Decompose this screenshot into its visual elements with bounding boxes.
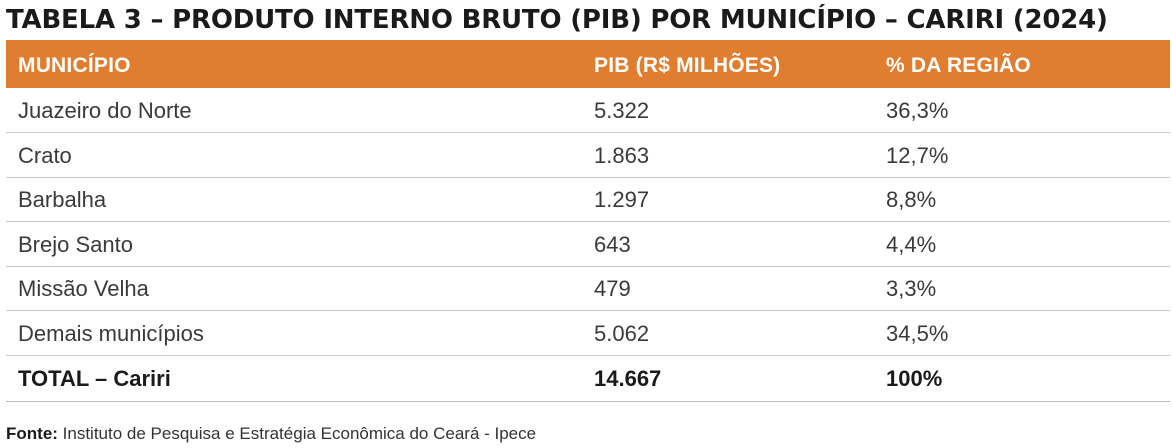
- cell-municipio: Barbalha: [18, 187, 107, 213]
- table-row: Barbalha 1.297 8,8%: [6, 177, 1170, 222]
- cell-percent: 12,7%: [886, 142, 949, 168]
- cell-pib: 5.322: [594, 98, 650, 123]
- cell-municipio: Demais municípios: [18, 320, 204, 346]
- table-row: Demais municípios 5.062 34,5%: [6, 311, 1170, 355]
- source-label: Fonte:: [6, 424, 58, 443]
- cell-percent: 4,4%: [886, 231, 937, 257]
- total-pib: 14.667: [594, 366, 662, 391]
- table-body: Juazeiro do Norte 5.322 36,3% Crato 1.86…: [6, 88, 1170, 401]
- header-municipio: MUNICÍPIO: [18, 54, 131, 77]
- table-header: MUNICÍPIO PIB (R$ MILHÕES) % DA REGIÃO: [6, 40, 1170, 88]
- total-percent: 100%: [886, 366, 943, 391]
- pib-table: MUNICÍPIO PIB (R$ MILHÕES) % DA REGIÃO J…: [6, 40, 1170, 402]
- cell-percent: 3,3%: [886, 276, 937, 302]
- cell-percent: 36,3%: [886, 98, 949, 123]
- header-row: MUNICÍPIO PIB (R$ MILHÕES) % DA REGIÃO: [6, 40, 1170, 88]
- table-row: Missão Velha 479 3,3%: [6, 266, 1170, 311]
- cell-municipio: Juazeiro do Norte: [18, 98, 192, 123]
- cell-pib: 1.297: [594, 187, 650, 213]
- cell-municipio: Brejo Santo: [18, 231, 133, 257]
- cell-municipio: Missão Velha: [18, 276, 149, 302]
- total-label: TOTAL – Cariri: [18, 366, 171, 391]
- table-title: TABELA 3 – PRODUTO INTERNO BRUTO (PIB) P…: [6, 5, 1108, 35]
- table-row: Brejo Santo 643 4,4%: [6, 222, 1170, 266]
- source-text: Instituto de Pesquisa e Estratégia Econô…: [57, 424, 537, 443]
- cell-pib: 479: [594, 276, 631, 302]
- cell-percent: 34,5%: [886, 320, 949, 346]
- source-note: Fonte: Instituto de Pesquisa e Estratégi…: [6, 422, 536, 446]
- header-pib: PIB (R$ MILHÕES): [594, 54, 781, 77]
- table-row: Crato 1.863 12,7%: [6, 133, 1170, 177]
- table-row: Juazeiro do Norte 5.322 36,3%: [6, 88, 1170, 133]
- cell-pib: 643: [594, 231, 631, 257]
- cell-municipio: Crato: [18, 142, 72, 168]
- header-percent-regiao: % DA REGIÃO: [886, 54, 1031, 77]
- cell-pib: 5.062: [594, 320, 650, 346]
- cell-percent: 8,8%: [886, 187, 937, 213]
- cell-pib: 1.863: [594, 142, 650, 168]
- total-row: TOTAL – Cariri 14.667 100%: [6, 355, 1170, 401]
